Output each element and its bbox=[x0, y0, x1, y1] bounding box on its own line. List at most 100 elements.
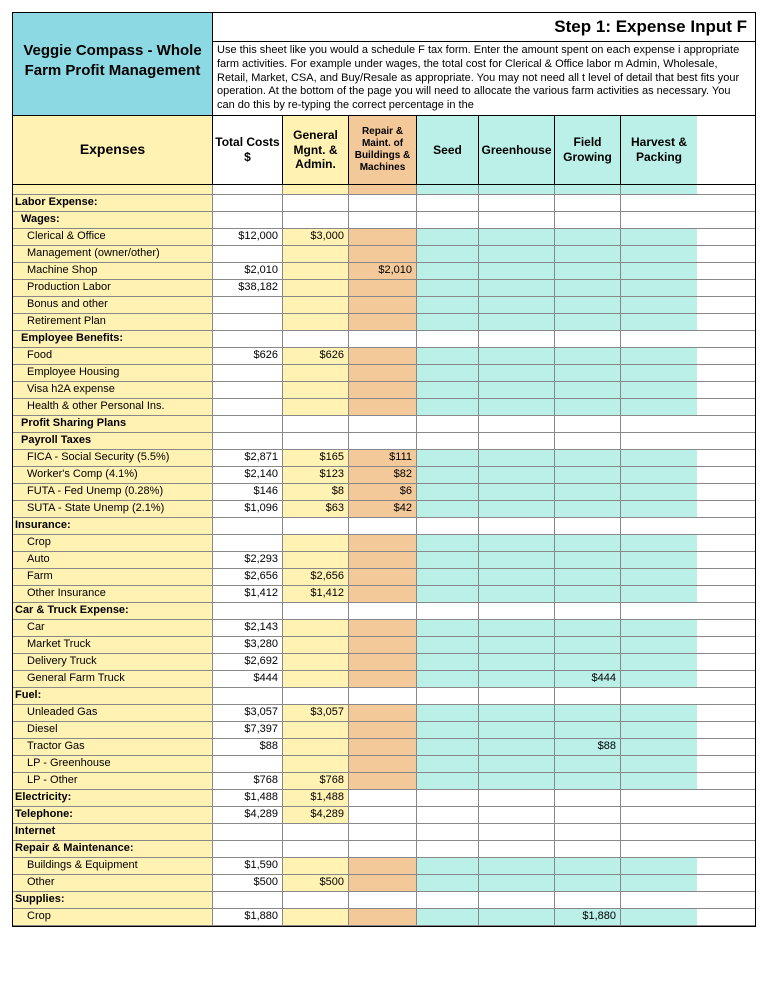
cell-general[interactable] bbox=[283, 297, 349, 313]
cell-greenhouse[interactable] bbox=[479, 450, 555, 466]
cell-harvest[interactable] bbox=[621, 331, 697, 347]
cell-seed[interactable] bbox=[417, 909, 479, 925]
cell-greenhouse[interactable] bbox=[479, 807, 555, 823]
cell-repair[interactable]: $2,010 bbox=[349, 263, 417, 279]
cell-seed[interactable] bbox=[417, 263, 479, 279]
cell-field[interactable] bbox=[555, 263, 621, 279]
cell-repair[interactable] bbox=[349, 909, 417, 925]
cell-repair[interactable] bbox=[349, 280, 417, 296]
cell-repair[interactable] bbox=[349, 620, 417, 636]
cell-field[interactable] bbox=[555, 467, 621, 483]
cell-general[interactable] bbox=[283, 841, 349, 857]
cell-field[interactable] bbox=[555, 620, 621, 636]
cell-field[interactable] bbox=[555, 807, 621, 823]
cell-greenhouse[interactable] bbox=[479, 773, 555, 789]
cell-harvest[interactable] bbox=[621, 909, 697, 925]
cell-harvest[interactable] bbox=[621, 688, 697, 704]
cell-total[interactable]: $3,280 bbox=[213, 637, 283, 653]
cell-total[interactable]: $1,096 bbox=[213, 501, 283, 517]
cell-seed[interactable] bbox=[417, 773, 479, 789]
cell-repair[interactable] bbox=[349, 518, 417, 534]
cell-general[interactable] bbox=[283, 688, 349, 704]
cell-repair[interactable]: $82 bbox=[349, 467, 417, 483]
cell-field[interactable] bbox=[555, 399, 621, 415]
cell-repair[interactable] bbox=[349, 688, 417, 704]
cell-field[interactable] bbox=[555, 382, 621, 398]
cell-total[interactable] bbox=[213, 603, 283, 619]
cell-seed[interactable] bbox=[417, 603, 479, 619]
cell-seed[interactable] bbox=[417, 382, 479, 398]
cell-total[interactable]: $4,289 bbox=[213, 807, 283, 823]
cell-general[interactable] bbox=[283, 535, 349, 551]
cell-harvest[interactable] bbox=[621, 399, 697, 415]
cell-total[interactable]: $1,488 bbox=[213, 790, 283, 806]
cell-general[interactable] bbox=[283, 314, 349, 330]
cell-greenhouse[interactable] bbox=[479, 858, 555, 874]
cell-seed[interactable] bbox=[417, 875, 479, 891]
cell-field[interactable] bbox=[555, 365, 621, 381]
cell-harvest[interactable] bbox=[621, 637, 697, 653]
cell-field[interactable] bbox=[555, 297, 621, 313]
cell-greenhouse[interactable] bbox=[479, 433, 555, 449]
cell-harvest[interactable] bbox=[621, 501, 697, 517]
cell-general[interactable]: $1,412 bbox=[283, 586, 349, 602]
cell-seed[interactable] bbox=[417, 569, 479, 585]
cell-greenhouse[interactable] bbox=[479, 620, 555, 636]
cell-repair[interactable] bbox=[349, 365, 417, 381]
cell-general[interactable] bbox=[283, 909, 349, 925]
cell-repair[interactable] bbox=[349, 382, 417, 398]
cell-field[interactable] bbox=[555, 603, 621, 619]
cell-repair[interactable] bbox=[349, 297, 417, 313]
cell-greenhouse[interactable] bbox=[479, 246, 555, 262]
cell-field[interactable] bbox=[555, 433, 621, 449]
cell-total[interactable] bbox=[213, 824, 283, 840]
cell-repair[interactable] bbox=[349, 416, 417, 432]
cell-repair[interactable] bbox=[349, 535, 417, 551]
cell-general[interactable]: $1,488 bbox=[283, 790, 349, 806]
cell-seed[interactable] bbox=[417, 484, 479, 500]
cell-greenhouse[interactable] bbox=[479, 892, 555, 908]
cell-repair[interactable] bbox=[349, 552, 417, 568]
cell-field[interactable] bbox=[555, 875, 621, 891]
cell-total[interactable] bbox=[213, 399, 283, 415]
cell-seed[interactable] bbox=[417, 824, 479, 840]
cell-total[interactable]: $2,656 bbox=[213, 569, 283, 585]
cell-harvest[interactable] bbox=[621, 433, 697, 449]
cell-greenhouse[interactable] bbox=[479, 467, 555, 483]
cell-total[interactable] bbox=[213, 314, 283, 330]
cell-harvest[interactable] bbox=[621, 790, 697, 806]
cell-seed[interactable] bbox=[417, 722, 479, 738]
cell-harvest[interactable] bbox=[621, 365, 697, 381]
cell-general[interactable] bbox=[283, 637, 349, 653]
cell-greenhouse[interactable] bbox=[479, 909, 555, 925]
cell-general[interactable] bbox=[283, 246, 349, 262]
cell-harvest[interactable] bbox=[621, 824, 697, 840]
cell-seed[interactable] bbox=[417, 654, 479, 670]
cell-greenhouse[interactable] bbox=[479, 280, 555, 296]
cell-total[interactable] bbox=[213, 331, 283, 347]
cell-seed[interactable] bbox=[417, 501, 479, 517]
cell-total[interactable]: $444 bbox=[213, 671, 283, 687]
cell-repair[interactable] bbox=[349, 671, 417, 687]
cell-total[interactable]: $3,057 bbox=[213, 705, 283, 721]
cell-seed[interactable] bbox=[417, 637, 479, 653]
cell-field[interactable]: $444 bbox=[555, 671, 621, 687]
cell-greenhouse[interactable] bbox=[479, 484, 555, 500]
cell-greenhouse[interactable] bbox=[479, 671, 555, 687]
cell-total[interactable] bbox=[213, 382, 283, 398]
cell-seed[interactable] bbox=[417, 807, 479, 823]
cell-total[interactable] bbox=[213, 688, 283, 704]
cell-repair[interactable] bbox=[349, 348, 417, 364]
cell-greenhouse[interactable] bbox=[479, 688, 555, 704]
cell-harvest[interactable] bbox=[621, 280, 697, 296]
cell-harvest[interactable] bbox=[621, 535, 697, 551]
cell-total[interactable] bbox=[213, 416, 283, 432]
cell-seed[interactable] bbox=[417, 535, 479, 551]
cell-seed[interactable] bbox=[417, 348, 479, 364]
cell-total[interactable]: $2,871 bbox=[213, 450, 283, 466]
cell-seed[interactable] bbox=[417, 705, 479, 721]
cell-total[interactable]: $768 bbox=[213, 773, 283, 789]
cell-harvest[interactable] bbox=[621, 722, 697, 738]
cell-greenhouse[interactable] bbox=[479, 552, 555, 568]
cell-total[interactable] bbox=[213, 212, 283, 228]
